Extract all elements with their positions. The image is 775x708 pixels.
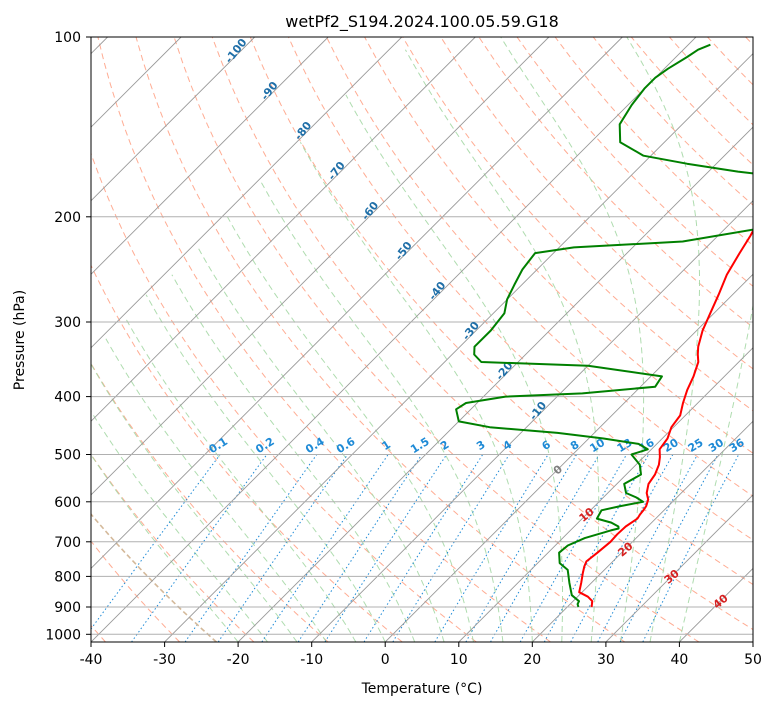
- dry-adiabat-line: [91, 453, 255, 642]
- dry-adiabats: [91, 37, 753, 642]
- temperature-profile: [578, 228, 753, 608]
- moist-adiabat-line: [260, 181, 504, 642]
- moist-adiabat-line: [124, 317, 357, 642]
- dry-adiabat-line: [211, 37, 753, 631]
- mixing-ratio-line: [324, 454, 448, 642]
- dry-adiabat-line: [325, 37, 753, 497]
- pressure-gridlines: [91, 37, 753, 635]
- y-tick-label: 200: [54, 210, 81, 226]
- y-tick-label: 300: [54, 315, 81, 331]
- moist-adiabat-line: [500, 37, 645, 642]
- moist-adiabat-line: [678, 302, 753, 642]
- moist-adiabats: [91, 37, 753, 642]
- dry-adiabat-line: [364, 37, 753, 454]
- y-axis-label: Pressure (hPa): [12, 290, 28, 390]
- y-tick-label: 700: [54, 535, 81, 551]
- dry-adiabat-line: [97, 37, 551, 642]
- moist-adiabat-line: [404, 49, 600, 642]
- isotherm-line: [91, 37, 623, 570]
- chart-title: wetPf2_S194.2024.100.05.59.G18: [285, 12, 559, 32]
- y-tick-label: 1000: [45, 627, 81, 643]
- isotherm-line: [311, 200, 753, 642]
- dry-adiabat-line: [287, 37, 753, 541]
- moist-adiabat-line: [197, 247, 445, 642]
- dry-adiabat-line: [516, 37, 753, 287]
- x-tick-label: -10: [300, 652, 323, 668]
- dry-adiabat-line: [249, 37, 753, 586]
- dry-adiabat-line: [402, 37, 753, 412]
- moist-adiabat-line: [171, 274, 416, 642]
- x-tick-label: -30: [153, 652, 176, 668]
- x-tick-label: 30: [597, 652, 615, 668]
- moist-adiabat-line: [91, 363, 298, 642]
- mixing-ratio-line: [184, 454, 318, 642]
- mixing-ratio-line: [490, 454, 600, 642]
- moist-adiabat-line: [91, 410, 268, 642]
- isotherm-line: [531, 420, 753, 642]
- y-tick-label: 600: [54, 495, 81, 511]
- isotherm-line: [91, 37, 256, 202]
- isotherm-line: [458, 347, 753, 642]
- isotherm-line: [91, 37, 403, 349]
- x-tick-label: 0: [381, 652, 390, 668]
- y-tick-label: 500: [54, 448, 81, 464]
- x-tick-label: -20: [227, 652, 250, 668]
- y-axis-ticks: 100 200 300 400 500 600 700 800 900 1000: [45, 30, 91, 643]
- mixing-ratio-line: [217, 454, 349, 642]
- mixing-ratio-line: [297, 454, 423, 642]
- isotherm-line: [91, 37, 329, 275]
- isotherm-line: [91, 37, 550, 496]
- x-tick-label: -40: [80, 652, 103, 668]
- y-tick-label: 100: [54, 30, 81, 46]
- y-tick-label: 400: [54, 390, 81, 406]
- mixing-ratio-line: [261, 454, 389, 642]
- moist-adiabat-line: [226, 216, 474, 642]
- mixing-ratio-line: [434, 454, 549, 642]
- isotherm-line: [605, 494, 753, 642]
- dry-adiabat-line: [91, 151, 477, 642]
- isotherm-line: [91, 37, 476, 422]
- y-tick-label: 900: [54, 600, 81, 616]
- dry-adiabat-line: [135, 37, 626, 642]
- x-axis-ticks: -40 -30 -20 -10 0 10 20 30 40 50: [80, 642, 762, 668]
- sounding-profiles: [455, 43, 753, 608]
- dewpoint-profile: [455, 43, 753, 608]
- isotherm-line: [237, 126, 753, 642]
- isotherm-line: [164, 52, 753, 642]
- moist-adiabat-line: [626, 37, 700, 642]
- dry-adiabat-line: [173, 37, 700, 642]
- x-tick-label: 20: [523, 652, 541, 668]
- isotherm-line: [91, 37, 697, 642]
- x-tick-label: 50: [744, 652, 762, 668]
- dry-adiabat-line: [478, 37, 753, 328]
- mixing-ratio-line: [570, 454, 674, 642]
- moist-adiabat-line: [345, 94, 563, 642]
- moist-adiabat-line: [91, 453, 239, 642]
- mixing-ratio-line: [91, 454, 221, 630]
- mixing-ratio-line: [465, 454, 578, 642]
- y-tick-label: 800: [54, 569, 81, 585]
- isotherms: [91, 37, 753, 642]
- mixing-ratio-line: [597, 454, 698, 642]
- x-tick-label: 40: [670, 652, 688, 668]
- dry-adiabat-line: [440, 37, 753, 370]
- moist-adiabat-line: [145, 294, 386, 642]
- plot-frame: [90, 36, 754, 643]
- mixing-ratio-line: [131, 454, 268, 642]
- x-tick-label: 10: [450, 652, 468, 668]
- isotherm-line: [384, 273, 753, 642]
- x-axis-label: Temperature (°C): [361, 681, 483, 697]
